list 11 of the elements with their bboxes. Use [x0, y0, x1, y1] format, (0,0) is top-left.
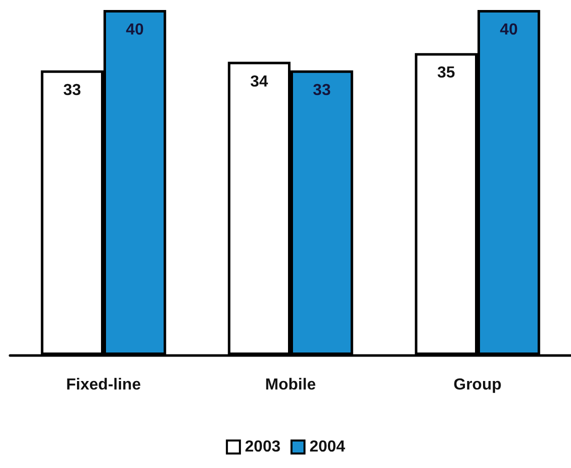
data-label: 40 — [126, 22, 144, 38]
x-tick-label: Mobile — [265, 376, 316, 394]
data-label: 34 — [250, 73, 268, 90]
data-label: 35 — [437, 64, 456, 82]
x-tick-label: Group — [454, 376, 502, 394]
legend-label: 2004 — [310, 438, 346, 456]
data-label: 33 — [312, 82, 331, 99]
data-label: 40 — [500, 22, 518, 38]
legend-label: 2003 — [244, 438, 281, 456]
x-tick-label: Fixed-line — [66, 376, 141, 394]
data-label: 33 — [63, 82, 82, 99]
